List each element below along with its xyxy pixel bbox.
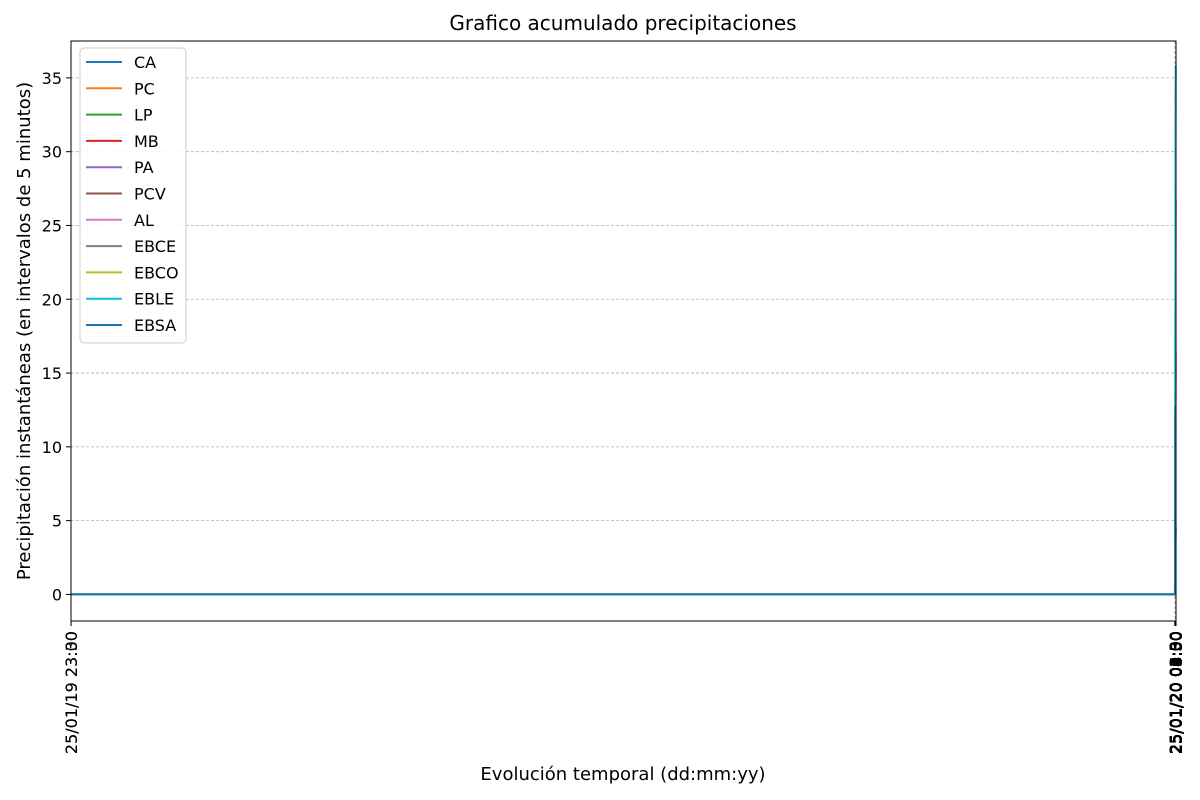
y-tick-label: 5	[52, 512, 62, 531]
series-line-ca	[71, 510, 1177, 596]
x-tick-label: 25/01/20 01:00	[1166, 631, 1185, 754]
x-tick-label: 25/01/20 05:30	[1167, 631, 1186, 754]
legend-box	[79, 47, 187, 344]
x-tick-label: 25/01/20 08:00	[1167, 631, 1186, 754]
x-tick-label: 25/01/20 00:00	[1166, 631, 1185, 754]
y-tick-label: 10	[42, 438, 62, 457]
y-tick-label: 30	[42, 143, 62, 162]
x-tick-label: 25/01/20 03:30	[1166, 631, 1185, 754]
y-tick-label: 20	[42, 290, 62, 309]
x-tick-label: 25/01/20 07:00	[1167, 631, 1186, 754]
x-tick-label: 25/01/20 05:00	[1166, 631, 1185, 754]
x-tick-label: 25/01/20 06:30	[1167, 631, 1186, 754]
x-tick-label: 25/01/20 08:30	[1167, 631, 1186, 754]
y-tick-label: 25	[42, 216, 62, 235]
series-line-pc	[71, 555, 1177, 596]
legend-label-lp: LP	[134, 106, 153, 125]
series-line-ebco	[71, 559, 1177, 596]
x-tick-label: 25/01/20 09:00	[1167, 631, 1186, 754]
x-tick-label: 25/01/20 01:30	[1166, 631, 1185, 754]
legend-label-ebce: EBCE	[134, 237, 176, 256]
x-tick-label: 25/01/19 23:30	[62, 631, 81, 754]
legend-label-al: AL	[134, 211, 154, 230]
x-tick-label: 25/01/20 02:00	[1166, 631, 1185, 754]
legend-label-ca: CA	[134, 53, 156, 72]
plot-frame	[70, 40, 1177, 622]
legend: CA PC LP MB PA PCV AL EBCE EBCO EBLE EBSA	[79, 47, 187, 344]
x-tick-label: 25/01/19 23:00	[62, 631, 81, 754]
x-tick-label: 25/01/20 07:30	[1167, 631, 1186, 754]
series-lines	[71, 64, 1177, 596]
x-tick-label: 25/01/20 03:00	[1166, 631, 1185, 754]
legend-label-pa: PA	[134, 158, 154, 177]
series-line-pa	[71, 199, 1177, 596]
y-axis-title: Precipitación instantáneas (en intervalo…	[14, 82, 35, 580]
x-tick-label: 25/01/20 06:00	[1167, 631, 1186, 754]
legend-label-pcv: PCV	[134, 185, 166, 204]
series-line-ebsa	[71, 406, 1177, 596]
x-tick-label: 25/01/20 04:30	[1166, 631, 1185, 754]
y-tick-label: 0	[52, 585, 62, 604]
series-line-eble	[71, 64, 1177, 596]
series-line-pcv	[71, 526, 1177, 596]
legend-label-pc: PC	[134, 79, 155, 98]
legend-label-mb: MB	[134, 132, 159, 151]
grid	[70, 41, 1177, 621]
legend-label-ebco: EBCO	[134, 263, 179, 282]
x-tick-label: 25/01/20 02:30	[1166, 631, 1185, 754]
series-line-mb	[71, 372, 1177, 596]
series-line-al	[71, 349, 1177, 596]
y-axis-ticks: 0 5 10 15 20 25 30 35	[42, 69, 71, 604]
x-tick-label: 25/01/20 00:30	[1166, 631, 1185, 754]
series-line-lp	[71, 424, 1177, 596]
series-line-ebce	[71, 585, 1176, 596]
x-tick-label: 25/01/20 04:00	[1166, 631, 1185, 754]
legend-label-ebsa: EBSA	[134, 316, 176, 335]
y-tick-label: 35	[42, 69, 62, 88]
chart-title: Grafico acumulado precipitaciones	[449, 11, 796, 35]
x-axis-title: Evolución temporal (dd:mm:yy)	[480, 764, 765, 785]
legend-label-eble: EBLE	[134, 290, 174, 309]
y-tick-label: 15	[42, 364, 62, 383]
